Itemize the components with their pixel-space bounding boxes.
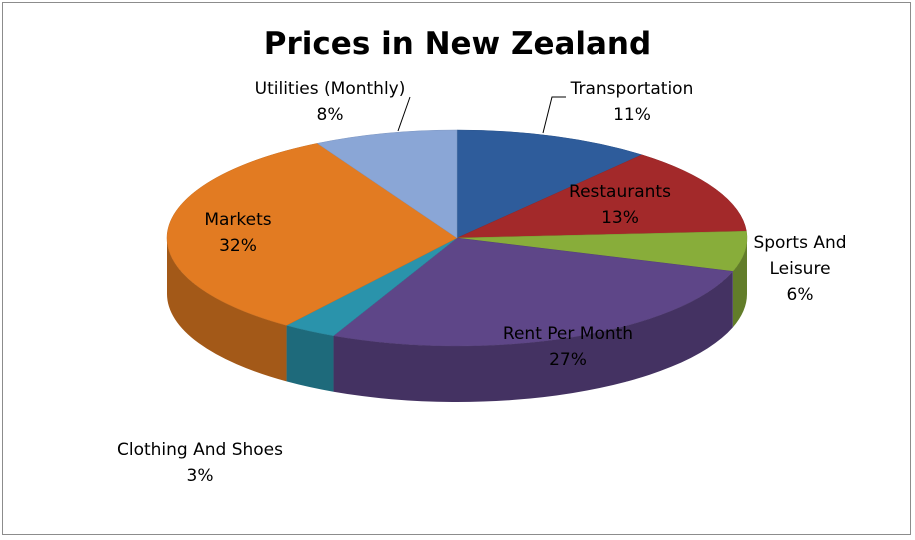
slice-side [333, 271, 733, 403]
slice [456, 129, 643, 239]
slice [332, 237, 734, 347]
value-label: 3% [186, 466, 214, 486]
leader-line [397, 96, 411, 132]
category-label: Restaurants [569, 182, 671, 202]
chart-title: Prices in New Zealand [263, 26, 652, 62]
category-label: Sports And Leisure [753, 233, 847, 279]
value-label: 27% [549, 350, 587, 370]
value-label: 32% [219, 236, 257, 256]
slice-label: Clothing And Shoes 3% [100, 437, 300, 489]
slice-side [732, 238, 747, 328]
leader-line [542, 96, 566, 134]
value-label: 11% [613, 105, 651, 125]
value-label: 13% [601, 208, 639, 228]
slice-side [167, 238, 287, 382]
slice-label: Restaurants 13% [540, 179, 700, 231]
category-label: Rent Per Month [502, 324, 634, 344]
slice-side [286, 325, 334, 392]
category-label: Clothing And Shoes [116, 440, 283, 460]
category-label: Utilities (Monthly) [254, 79, 406, 99]
category-label: Transportation [570, 79, 694, 99]
slice-label: Markets 32% [158, 207, 318, 259]
value-label: 8% [316, 105, 344, 125]
category-label: Markets [204, 210, 272, 230]
slice-label: Transportation 11% [552, 76, 712, 128]
slice-label: Sports And Leisure 6% [745, 230, 855, 308]
slice-label: Utilities (Monthly) 8% [230, 76, 430, 128]
slice [166, 143, 458, 326]
value-label: 6% [786, 285, 814, 305]
slice-label: Rent Per Month 27% [468, 321, 668, 373]
slice [456, 154, 747, 239]
slice [316, 129, 458, 239]
